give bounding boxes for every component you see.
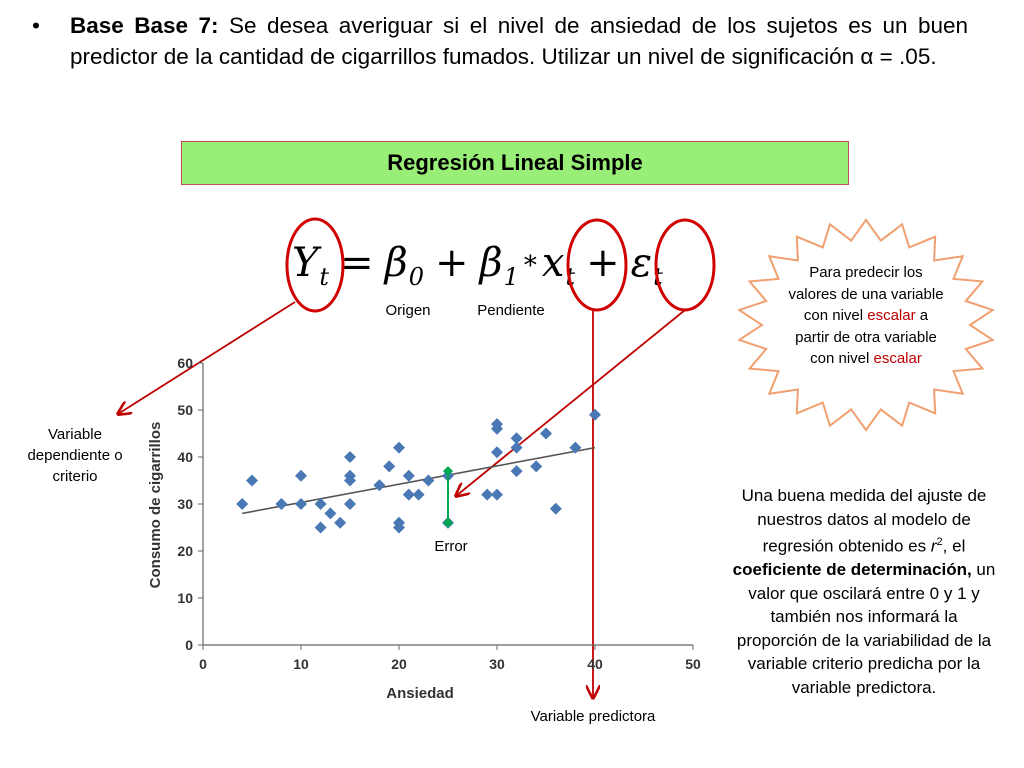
data-point [589, 408, 601, 421]
data-point [383, 460, 396, 473]
data-point [236, 498, 249, 510]
data-point [344, 498, 356, 510]
data-point [344, 451, 356, 463]
x-axis-label: Ansiedad [386, 685, 454, 702]
error-endpoint [443, 517, 453, 528]
data-point [246, 474, 258, 487]
explanation-part1: Una buena medida del ajuste de nuestros … [741, 486, 987, 556]
burst-part1: Para predecir los valores de una variabl… [788, 264, 944, 324]
starburst-shape [737, 218, 995, 432]
intro-paragraph: • Base Base 7: Se desea averiguar si el … [32, 10, 968, 72]
data-point [510, 441, 523, 454]
burst-part2: a partir de otra variable con nivel [795, 307, 937, 367]
ellipse-x [566, 218, 628, 312]
data-point [510, 432, 523, 445]
data-point [422, 474, 435, 487]
explanation-part2: , el [942, 536, 966, 556]
formula-star: * [523, 251, 538, 281]
section-title: Regresión Lineal Simple [181, 141, 849, 185]
formula-e: ε [630, 240, 654, 286]
data-point [491, 422, 503, 435]
label-pendiente: Pendiente [477, 302, 545, 319]
formula-b0: β [384, 240, 409, 286]
y-tick-label: 40 [177, 449, 193, 465]
explanation-bold: coeficiente de determinación, [732, 560, 972, 580]
data-point [334, 516, 347, 529]
formula-y-sub: t [319, 263, 331, 291]
y-tick-label: 20 [177, 543, 193, 559]
data-point [412, 488, 425, 501]
label-predictora: Variable predictora [530, 708, 656, 725]
x-tick-label: 0 [199, 656, 207, 672]
starburst-text: Para predecir los valores de una variabl… [785, 262, 947, 370]
x-tick-label: 20 [391, 656, 407, 672]
formula-b1-sub: 1 [503, 263, 520, 291]
data-point [510, 465, 523, 478]
data-point [491, 446, 503, 459]
arrow-error [456, 309, 686, 496]
x-tick-label: 40 [587, 656, 603, 672]
x-tick-label: 30 [489, 656, 505, 672]
data-point [530, 460, 543, 473]
explanation-text: Una buena medida del ajuste de nuestros … [730, 484, 998, 699]
explanation-part3: un valor que oscilará entre 0 y 1 y tamb… [736, 560, 996, 697]
label-origen: Origen [385, 302, 431, 319]
r2-sup: 2 [936, 536, 943, 548]
burst-highlight-1: escalar [867, 307, 916, 324]
y-tick-label: 50 [177, 402, 193, 418]
data-point [314, 498, 327, 510]
intro-lead: Base Base 7: [70, 13, 219, 38]
y-tick-label: 60 [177, 355, 193, 371]
ellipse-y [285, 217, 345, 313]
label-dependiente: Variable dependiente o criterio [27, 426, 123, 485]
data-point [540, 427, 552, 440]
data-point [275, 498, 288, 510]
formula-b0-sub: 0 [408, 263, 425, 291]
data-point [481, 488, 494, 501]
formula-y: Y [292, 240, 320, 286]
data-point [324, 507, 337, 520]
y-axis-label: Consumo de cigarrillos [147, 422, 164, 589]
data-point [402, 488, 415, 501]
data-point [295, 498, 307, 510]
scatter-chart: 0 10 20 30 40 50 60 0 10 20 30 40 50 Ansiedad Consum… [147, 355, 701, 702]
data-point [373, 479, 386, 492]
data-point [569, 441, 582, 454]
x-tick-label: 50 [685, 656, 701, 672]
data-point [491, 488, 503, 501]
data-point [295, 469, 307, 482]
intro-body: Se desea averiguar si el nivel de ansied… [70, 13, 968, 69]
arrow-dependiente [118, 301, 296, 414]
x-tick-label: 10 [293, 656, 309, 672]
regression-line [242, 446, 596, 515]
y-tick-label: 10 [177, 590, 193, 606]
y-tick-label: 0 [185, 637, 193, 653]
label-error: Error [434, 538, 468, 555]
bullet: • [32, 13, 40, 38]
formula-plus: + [434, 240, 470, 286]
burst-highlight-2: escalar [873, 350, 922, 367]
data-point [402, 469, 415, 482]
formula-eq: = [340, 240, 375, 286]
intro-text: Base Base 7: Se desea averiguar si el ni… [70, 10, 968, 72]
regression-formula: Yt = β0 + β1 * xt + εt [292, 240, 664, 291]
data-point [549, 502, 562, 515]
data-point [393, 441, 405, 454]
ellipse-e [654, 218, 716, 312]
formula-plus2: + [586, 240, 621, 286]
data-point [393, 521, 405, 534]
formula-b1: β [479, 240, 504, 286]
error-endpoint [443, 466, 453, 477]
formula-x: x [541, 240, 566, 286]
data-point [344, 469, 356, 482]
data-point [314, 521, 327, 534]
y-tick-label: 30 [177, 496, 193, 512]
r2-base: r [930, 536, 937, 556]
